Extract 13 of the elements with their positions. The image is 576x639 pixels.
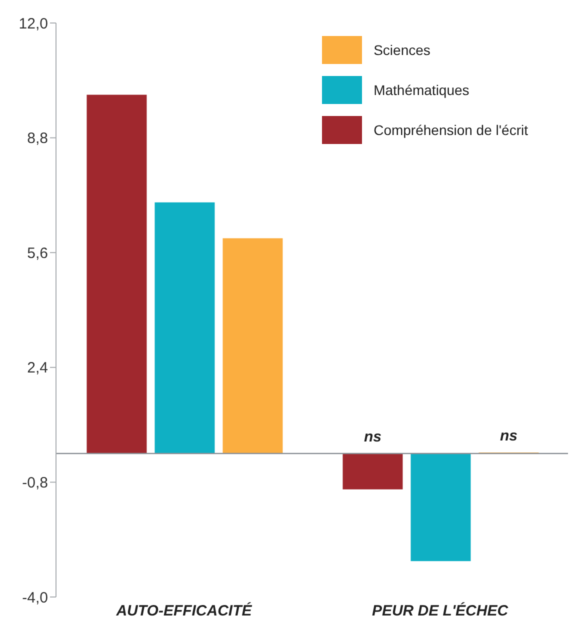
y-tick-label: 5,6 bbox=[27, 244, 48, 262]
legend-label: Mathématiques bbox=[374, 82, 470, 98]
y-tick-label: 12,0 bbox=[18, 15, 48, 32]
x-tick-label: PEUR DE L'ÉCHEC bbox=[372, 602, 510, 620]
y-tick-label: 2,4 bbox=[27, 360, 48, 377]
legend-label: Compréhension de l'écrit bbox=[374, 122, 528, 138]
y-tick-label: -0,8 bbox=[22, 474, 48, 492]
data-label: ns bbox=[364, 428, 382, 446]
y-tick-label: -4,0 bbox=[22, 589, 48, 606]
legend-label: Sciences bbox=[374, 42, 430, 58]
y-tick-label: 8,8 bbox=[27, 130, 48, 148]
x-tick-label: AUTO-EFFICACITÉ bbox=[115, 602, 253, 620]
data-label: ns bbox=[500, 428, 518, 444]
